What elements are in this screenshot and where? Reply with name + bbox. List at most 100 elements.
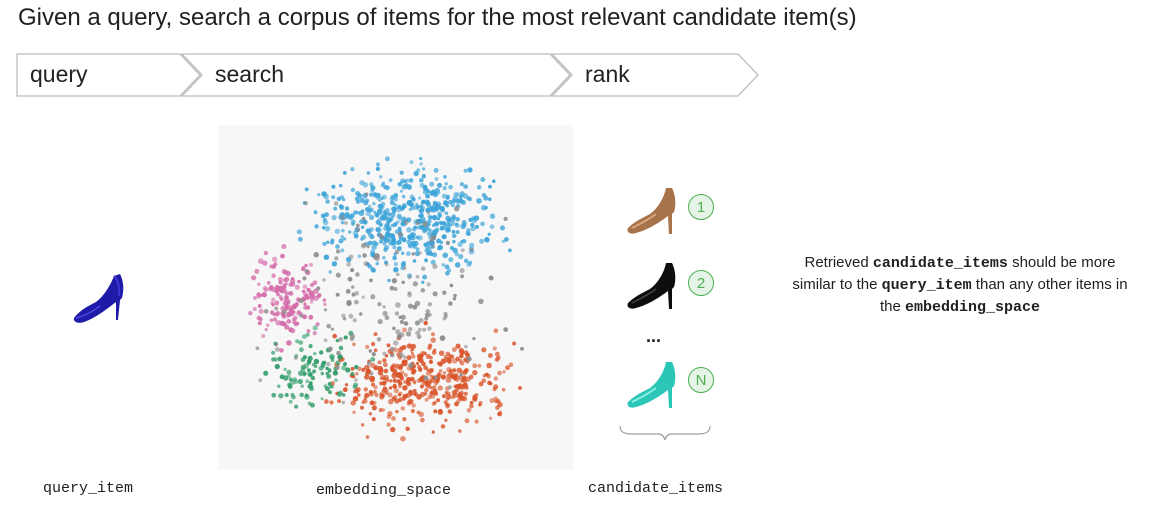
embedding-point (466, 228, 471, 233)
embedding-point (417, 327, 422, 332)
embedding-point (337, 354, 343, 360)
embedding-point (369, 391, 374, 397)
embedding-point (418, 204, 424, 209)
embedding-point (489, 416, 493, 420)
embedding-point (350, 166, 355, 172)
embedding-point (508, 362, 514, 368)
embedding-point (351, 285, 355, 289)
embedding-point (398, 396, 404, 402)
embedding-point (369, 234, 375, 240)
embedding-point (258, 258, 264, 264)
embedding-point (392, 245, 397, 250)
embedding-point (478, 381, 484, 387)
embedding-point (431, 350, 437, 355)
embedding-point (416, 205, 420, 209)
candidate-shoe-1-image (627, 188, 676, 234)
embedding-point (478, 298, 484, 305)
embedding-point (444, 418, 448, 423)
embedding-point (421, 216, 426, 222)
embedding-point (434, 177, 439, 181)
embedding-point (274, 346, 280, 352)
embedding-point (389, 211, 396, 218)
embedding-point (323, 254, 330, 260)
embedding-point (373, 348, 378, 353)
embedding-point (393, 197, 399, 202)
pipeline-flow: query search rank (0, 52, 770, 98)
embedding-point (398, 216, 404, 222)
embedding-point (367, 264, 372, 269)
embedding-point (303, 201, 308, 206)
embedding-point (416, 378, 422, 383)
embedding-point (448, 199, 453, 205)
embedding-point (342, 316, 347, 321)
embedding-point (274, 306, 279, 311)
embedding-point (355, 272, 360, 277)
embedding-point (452, 239, 456, 244)
embedding-point (410, 370, 416, 375)
embedding-point (323, 193, 329, 200)
embedding-point (426, 211, 431, 215)
embedding-point (306, 287, 311, 293)
embedding-point (401, 194, 406, 199)
embedding-point (431, 223, 436, 228)
embedding-point (283, 367, 287, 372)
embedding-point (457, 241, 463, 247)
embedding-point (453, 376, 458, 381)
embedding-point (365, 435, 370, 439)
embedding-point (400, 314, 406, 320)
embedding-point (362, 398, 368, 404)
embedding-point (286, 340, 292, 346)
embedding-point (489, 398, 495, 404)
embedding-point (472, 336, 476, 341)
embedding-point (398, 384, 402, 389)
embedding-point (320, 371, 325, 376)
embedding-point (294, 284, 300, 290)
embedding-point (444, 211, 449, 216)
embedding-point (381, 181, 386, 186)
embedding-point (384, 156, 390, 162)
caption-term-candidate-items: candidate_items (872, 255, 1008, 272)
embedding-point (310, 292, 314, 297)
embedding-point (492, 346, 497, 351)
embedding-point (459, 268, 465, 274)
embedding-point (437, 409, 444, 415)
embedding-point (458, 376, 463, 381)
embedding-point (340, 214, 346, 220)
embedding-point (472, 363, 478, 369)
embedding-point (331, 184, 336, 189)
embedding-point (366, 171, 371, 175)
embedding-point (425, 194, 429, 198)
embedding-point (405, 426, 410, 432)
embedding-point (416, 334, 422, 340)
embedding-point (441, 234, 447, 240)
embedding-point (342, 171, 347, 175)
embedding-point (478, 400, 483, 405)
embedding-point (298, 340, 304, 345)
embedding-point (360, 423, 365, 427)
embedding-point (359, 219, 364, 225)
embedding-point (402, 327, 407, 333)
embedding-point (288, 377, 293, 382)
embedding-point (462, 193, 469, 199)
embedding-point (328, 369, 332, 373)
embedding-point (423, 351, 427, 356)
embedding-point (341, 400, 346, 405)
embedding-point (422, 226, 429, 232)
embedding-point (459, 373, 463, 377)
embedding-point (437, 246, 442, 251)
embedding-point (307, 355, 313, 361)
embedding-point (284, 297, 290, 303)
embedding-point (387, 392, 393, 398)
embedding-point (354, 299, 359, 305)
embedding-point (454, 387, 460, 393)
embedding-point (382, 310, 388, 316)
embedding-point (408, 362, 414, 369)
embedding-point (408, 398, 414, 405)
embedding-point (393, 192, 398, 197)
embedding-point (334, 228, 340, 234)
embedding-point (369, 377, 375, 383)
embedding-point (464, 368, 469, 373)
embedding-point (411, 226, 417, 232)
embedding-point (442, 252, 449, 259)
embedding-point (489, 381, 493, 386)
